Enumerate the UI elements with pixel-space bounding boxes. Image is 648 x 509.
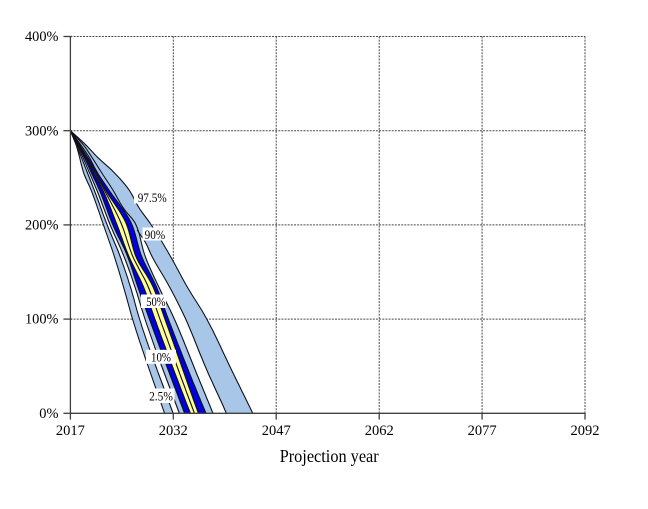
svg-text:400%: 400% [25, 29, 59, 45]
svg-text:0%: 0% [39, 406, 58, 422]
svg-text:200%: 200% [25, 218, 59, 234]
svg-text:10%: 10% [151, 351, 171, 365]
svg-text:90%: 90% [145, 228, 166, 242]
svg-text:2032: 2032 [159, 423, 188, 439]
svg-text:97.5%: 97.5% [138, 191, 167, 205]
svg-text:2047: 2047 [262, 423, 291, 439]
svg-text:Projection year: Projection year [280, 446, 379, 466]
svg-text:50%: 50% [146, 295, 165, 309]
svg-text:2017: 2017 [56, 423, 85, 439]
svg-text:2077: 2077 [468, 423, 497, 439]
svg-text:2062: 2062 [365, 423, 394, 439]
svg-text:300%: 300% [25, 123, 59, 139]
svg-text:2092: 2092 [571, 423, 600, 439]
svg-text:2.5%: 2.5% [149, 390, 173, 404]
svg-text:100%: 100% [25, 312, 59, 328]
